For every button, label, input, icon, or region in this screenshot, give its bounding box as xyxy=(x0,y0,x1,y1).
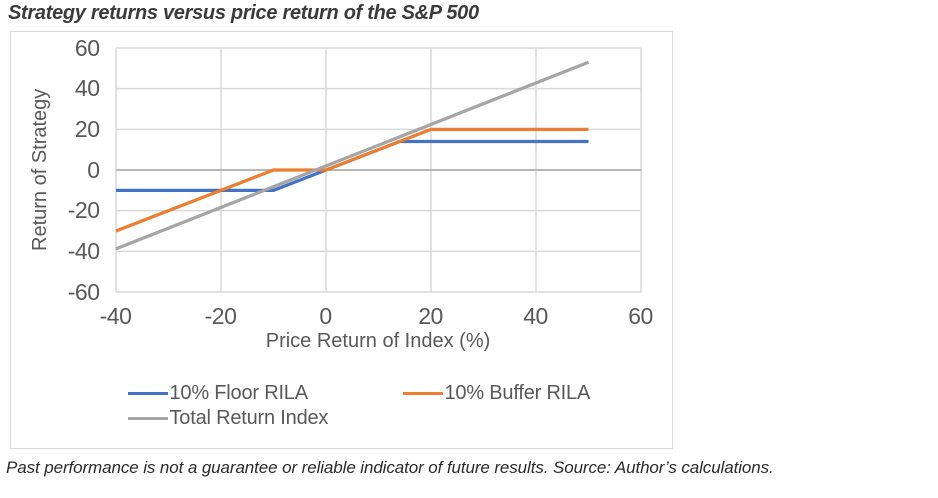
figure-footnote: Past performance is not a guarantee or r… xyxy=(6,458,774,477)
legend-item: 10% Floor RILA xyxy=(127,381,309,404)
legend-item: Total Return Index xyxy=(127,406,329,429)
x-tick-label: 60 xyxy=(628,303,653,329)
legend-line-swatch xyxy=(402,391,443,395)
series-line-10-floor-rila xyxy=(115,139,588,192)
legend-item: 10% Buffer RILA xyxy=(402,381,591,404)
series-line-total-return-index xyxy=(114,60,589,250)
plot-area xyxy=(114,46,642,293)
x-tick-label: 40 xyxy=(523,303,548,329)
x-axis-title: Price Return of Index (%) xyxy=(265,330,491,352)
legend-label: 10% Buffer RILA xyxy=(444,381,591,404)
y-tick-label: -40 xyxy=(67,237,100,264)
legend-label: 10% Floor RILA xyxy=(169,381,309,404)
legend-line-swatch xyxy=(127,416,168,420)
x-tick-label: 20 xyxy=(418,303,443,329)
figure-title: Strategy returns versus price return of … xyxy=(8,2,479,24)
x-tick-label: -40 xyxy=(99,303,132,329)
y-tick-label: 40 xyxy=(74,75,100,102)
legend-label: Total Return Index xyxy=(169,406,329,429)
series-line-10-buffer-rila xyxy=(114,127,588,233)
chart-area: Return of Strategy Price Return of Index… xyxy=(10,31,673,449)
y-tick-label: 0 xyxy=(87,156,100,183)
x-tick-label: -20 xyxy=(204,303,237,329)
x-tick-label: 0 xyxy=(319,303,332,329)
y-tick-label: -20 xyxy=(67,197,100,224)
y-tick-label: 60 xyxy=(74,34,100,61)
y-tick-label: 20 xyxy=(74,115,100,142)
legend-line-swatch xyxy=(127,391,168,395)
y-tick-label: -60 xyxy=(67,278,100,305)
